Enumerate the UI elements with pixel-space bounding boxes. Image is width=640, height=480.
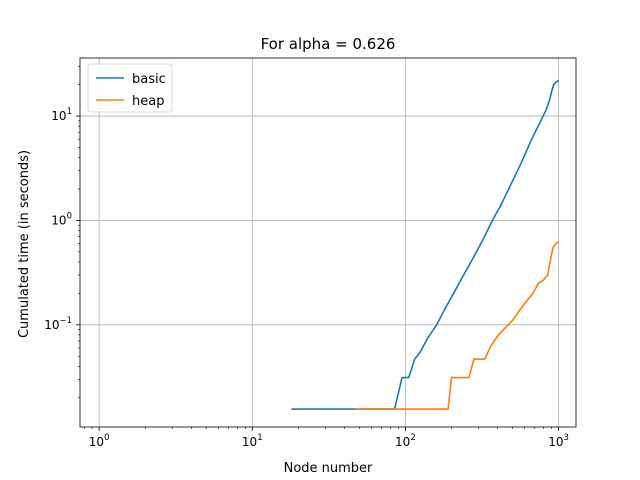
x-tick-base: 10 xyxy=(548,435,563,449)
y-tick-label: 101 xyxy=(51,107,72,123)
y-axis-label: Cumulated time (in seconds) xyxy=(17,150,32,338)
y-tick-base: 10 xyxy=(51,213,66,227)
legend-label-heap: heap xyxy=(132,94,164,109)
y-tick-label: 100 xyxy=(51,211,72,227)
x-axis-label: Node number xyxy=(284,461,373,476)
legend-label-basic: basic xyxy=(132,72,166,87)
series-line-heap xyxy=(355,241,559,410)
x-tick-label: 103 xyxy=(548,433,569,449)
y-tick-exponent: 0 xyxy=(67,211,72,221)
x-tick-base: 10 xyxy=(89,435,104,449)
y-tick-base: 10 xyxy=(51,109,66,123)
x-tick-label: 100 xyxy=(89,433,110,449)
y-tick-exponent: −1 xyxy=(59,316,72,326)
x-tick-label: 102 xyxy=(395,433,416,449)
x-tick-exponent: 3 xyxy=(563,433,568,443)
x-tick-exponent: 1 xyxy=(257,433,262,443)
plot-area xyxy=(291,79,560,410)
plot-frame xyxy=(79,57,577,428)
y-tick-exponent: 1 xyxy=(67,107,72,117)
x-tick-exponent: 0 xyxy=(104,433,109,443)
chart-title: For alpha = 0.626 xyxy=(261,35,396,53)
x-tick-exponent: 2 xyxy=(410,433,415,443)
x-tick-base: 10 xyxy=(242,435,257,449)
y-tick-base: 10 xyxy=(44,318,59,332)
x-tick-base: 10 xyxy=(395,435,410,449)
grid-layer xyxy=(80,58,576,427)
x-tick-label: 101 xyxy=(242,433,263,449)
y-tick-label: 10−1 xyxy=(44,316,72,332)
axes-frame xyxy=(79,57,577,428)
legend: basic heap xyxy=(87,63,173,113)
